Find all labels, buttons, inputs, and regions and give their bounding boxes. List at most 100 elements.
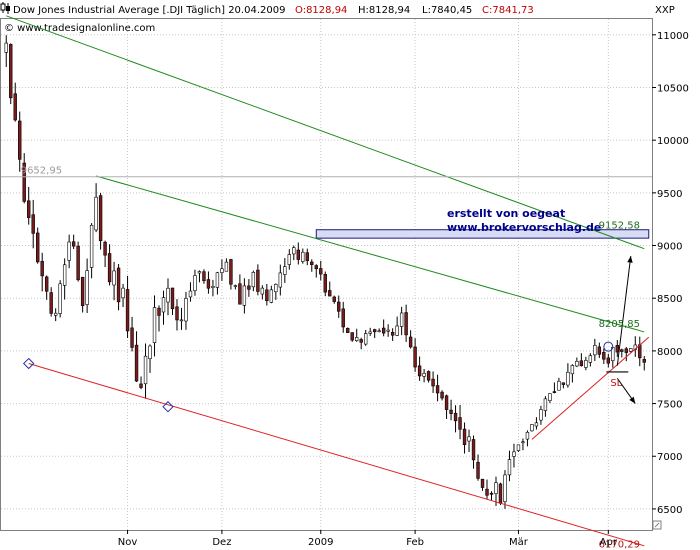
- y-tick-label: 7500: [657, 400, 682, 411]
- pivot-marker-circle: [603, 341, 614, 352]
- candle-body-up: [629, 348, 633, 352]
- candle-body-up: [89, 224, 94, 268]
- candle-body-down: [49, 292, 53, 314]
- candle-body-down: [170, 287, 175, 310]
- candle-body-down: [435, 385, 440, 394]
- candle-body-up: [557, 380, 561, 391]
- candle-body-up: [534, 422, 539, 427]
- y-tick-label: 9000: [657, 242, 682, 253]
- candle-body-up: [152, 307, 157, 344]
- candle-body-up: [422, 372, 426, 377]
- candle-body-up: [251, 272, 256, 288]
- x-tick-label: Nov: [118, 537, 138, 548]
- candle-body-down: [310, 261, 314, 265]
- resize-grip-icon[interactable]: [652, 520, 662, 530]
- source-credit: © www.tradesignalonline.com: [4, 23, 155, 34]
- candle-body-down: [116, 267, 121, 303]
- candle-body-up: [220, 268, 224, 273]
- candle-body-up: [507, 459, 512, 476]
- candle-body-up: [283, 266, 287, 275]
- candle-body-up: [570, 365, 575, 375]
- candle-body-up: [274, 284, 278, 293]
- candle-body-up: [62, 264, 67, 286]
- candle-body-down: [408, 336, 413, 348]
- support-line-lower: [28, 363, 645, 547]
- candle-body-up: [242, 285, 247, 306]
- candle-body-up: [269, 289, 274, 303]
- candle-body-down: [350, 332, 354, 341]
- candle-body-up: [575, 361, 579, 367]
- high-value: H:8128,94: [358, 5, 410, 16]
- candle-body-up: [179, 319, 184, 322]
- candle-body-down: [606, 357, 611, 364]
- candle-body-up: [85, 270, 89, 305]
- candle-body-up: [224, 261, 229, 272]
- candle-body-down: [485, 488, 489, 496]
- candle-body-down: [615, 345, 619, 353]
- candle-body-down: [449, 409, 453, 414]
- candle-body-up: [4, 42, 8, 53]
- candle-body-down: [98, 195, 103, 242]
- candle-body-up: [301, 251, 305, 262]
- candle-body-down: [22, 162, 26, 202]
- chart-title: Dow Jones Industrial Average [.DJI Tägli…: [13, 5, 285, 16]
- candle-body-down: [314, 265, 318, 270]
- candle-body-down: [332, 296, 336, 302]
- candle-body-up: [530, 424, 534, 432]
- candle-body-down: [206, 279, 211, 289]
- candle-body-down: [642, 359, 646, 363]
- candle-body-up: [94, 196, 98, 231]
- candle-body-down: [381, 327, 386, 334]
- projection-arrow-down-head: [629, 396, 636, 404]
- candle-body-down: [305, 252, 309, 262]
- candle-body-down: [229, 259, 233, 285]
- x-tick-label: Apr: [600, 537, 618, 548]
- candle-body-down: [31, 214, 35, 234]
- candle-body-down: [552, 391, 557, 393]
- open-value: O:8128,94: [295, 5, 347, 16]
- candle-body-down: [27, 200, 31, 218]
- y-axis: 11000 10500 10000 9500 9000 8500 8000 7500 7000 6…: [652, 31, 689, 516]
- candle-body-down: [417, 365, 422, 377]
- candle-body-down: [175, 306, 179, 321]
- candle-body-up: [467, 436, 471, 442]
- candle-body-down: [323, 274, 327, 293]
- candle-body-down: [76, 245, 80, 281]
- candle-body-up: [233, 285, 238, 287]
- candle-body-down: [602, 352, 606, 360]
- close-value: C:7841,73: [482, 5, 534, 16]
- candle-body-up: [161, 297, 166, 313]
- candle-body-down: [130, 327, 134, 348]
- candle-body-up: [193, 275, 197, 292]
- candle-body-up: [58, 283, 62, 314]
- candle-body-down: [453, 412, 458, 422]
- y-tick-label: 9500: [657, 189, 682, 200]
- candle-body-up: [197, 271, 202, 274]
- candle-body-up: [539, 409, 543, 421]
- candle-body-down: [247, 285, 251, 290]
- candle-body-up: [494, 482, 498, 494]
- candle-body-up: [584, 360, 588, 368]
- resistance-line-upper: [6, 15, 645, 250]
- pivot-marker-diamond: [23, 357, 35, 370]
- candle-body-down: [462, 428, 467, 445]
- candle-body-down: [638, 344, 642, 359]
- resistance-zone: [315, 229, 650, 239]
- candle-body-down: [561, 382, 566, 385]
- support-line-upper: [531, 336, 650, 440]
- y-tick-label: 8000: [657, 347, 682, 358]
- level-label: 8205,85: [599, 319, 640, 330]
- y-tick-label: 11000: [657, 31, 689, 42]
- candle-body-up: [166, 287, 170, 303]
- candle-body-up: [593, 345, 597, 356]
- resistance-zone-box: [315, 229, 650, 239]
- candle-body-down: [498, 483, 503, 504]
- y-tick-label: 10000: [657, 136, 689, 147]
- x-tick-label: Dez: [212, 537, 231, 548]
- level-labels: 9652,95 9152,58 8205,85 6170,29 SL: [21, 166, 640, 550]
- candle-body-up: [121, 287, 125, 299]
- y-tick-label: 6500: [657, 505, 682, 516]
- y-axis-unit: XXP: [655, 5, 675, 16]
- candle-body-down: [139, 383, 143, 388]
- candle-body-up: [287, 254, 292, 265]
